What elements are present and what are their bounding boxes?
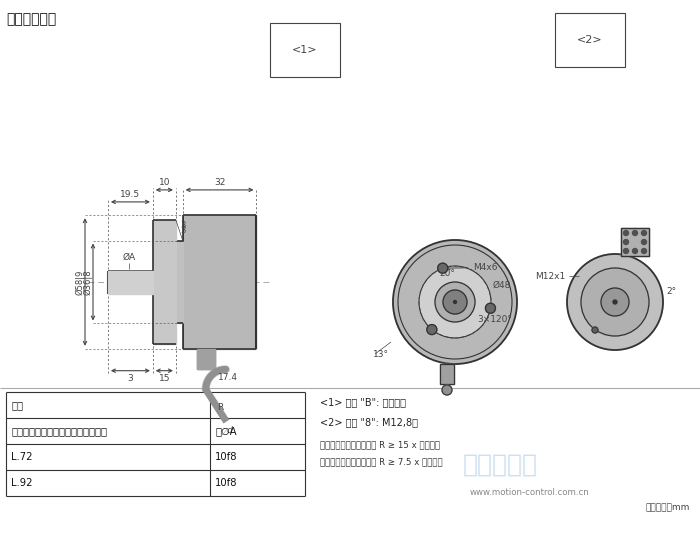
- Circle shape: [442, 385, 452, 395]
- Text: 轴∅A: 轴∅A: [215, 426, 237, 436]
- Text: 法兰，防护等级，轴（见订购信息）: 法兰，防护等级，轴（见订购信息）: [11, 426, 107, 436]
- Text: 固定安装时电缆弯曲半径 R ≥ 7.5 x 电缆直径: 固定安装时电缆弯曲半径 R ≥ 7.5 x 电缆直径: [320, 458, 442, 466]
- Circle shape: [581, 268, 649, 336]
- Circle shape: [641, 231, 647, 236]
- Text: 3×120°: 3×120°: [477, 315, 512, 324]
- Text: 13°: 13°: [373, 350, 389, 359]
- Circle shape: [427, 325, 437, 334]
- Bar: [440, 364, 454, 384]
- Text: 10f8: 10f8: [215, 478, 237, 488]
- Text: R: R: [217, 403, 223, 412]
- Text: <1>: <1>: [293, 45, 318, 55]
- Text: L.92: L.92: [11, 478, 32, 488]
- Text: 15: 15: [159, 374, 170, 382]
- Text: 尺寸单位：mm: 尺寸单位：mm: [645, 503, 690, 512]
- Text: 柔性安装时电缆弯曲半径 R ≥ 15 x 电缆直径: 柔性安装时电缆弯曲半径 R ≥ 15 x 电缆直径: [320, 441, 440, 450]
- Bar: [621, 228, 649, 256]
- Text: 3: 3: [180, 221, 186, 230]
- Text: 3: 3: [127, 374, 133, 382]
- Circle shape: [454, 301, 456, 304]
- Text: ØA: ØA: [122, 253, 135, 262]
- Text: 17.4: 17.4: [218, 374, 238, 382]
- Circle shape: [641, 249, 647, 254]
- Circle shape: [592, 327, 598, 333]
- Circle shape: [601, 288, 629, 316]
- Circle shape: [633, 249, 638, 254]
- Circle shape: [641, 240, 647, 245]
- Circle shape: [624, 249, 629, 254]
- Text: <1> 连接 "B": 轴向电缆: <1> 连接 "B": 轴向电缆: [320, 397, 406, 407]
- Text: <2>: <2>: [578, 35, 603, 45]
- Circle shape: [438, 263, 448, 273]
- Circle shape: [435, 282, 475, 322]
- Circle shape: [419, 266, 491, 338]
- Text: 安装: 安装: [11, 400, 23, 410]
- Circle shape: [567, 254, 663, 350]
- Text: 32: 32: [214, 178, 225, 187]
- Circle shape: [486, 304, 496, 313]
- Text: 西安德伍拓: 西安德伍拓: [463, 453, 538, 477]
- Text: 20°: 20°: [439, 269, 455, 278]
- Text: d: d: [227, 426, 232, 435]
- Text: 10f8: 10f8: [215, 452, 237, 462]
- Text: 3: 3: [180, 226, 186, 235]
- Text: 10: 10: [159, 178, 170, 187]
- Text: M4x6: M4x6: [447, 263, 498, 272]
- Text: 同步夹紧法兰: 同步夹紧法兰: [6, 12, 56, 26]
- Text: <2> 连接 "8": M12,8脚: <2> 连接 "8": M12,8脚: [320, 417, 418, 427]
- Circle shape: [393, 240, 517, 364]
- Circle shape: [443, 290, 467, 314]
- Circle shape: [624, 231, 629, 236]
- Text: www.motion-control.com.cn: www.motion-control.com.cn: [470, 488, 590, 497]
- Circle shape: [633, 231, 638, 236]
- Bar: [621, 228, 649, 256]
- Circle shape: [624, 240, 629, 245]
- Text: 19.5: 19.5: [120, 190, 141, 199]
- Text: Ø36|8: Ø36|8: [83, 269, 92, 295]
- Text: Ø48: Ø48: [493, 281, 512, 290]
- Text: Ø58|9: Ø58|9: [76, 269, 85, 295]
- Text: M12x1: M12x1: [535, 272, 565, 281]
- Text: L.72: L.72: [11, 452, 32, 462]
- Text: 2°: 2°: [666, 287, 676, 296]
- Circle shape: [613, 300, 617, 304]
